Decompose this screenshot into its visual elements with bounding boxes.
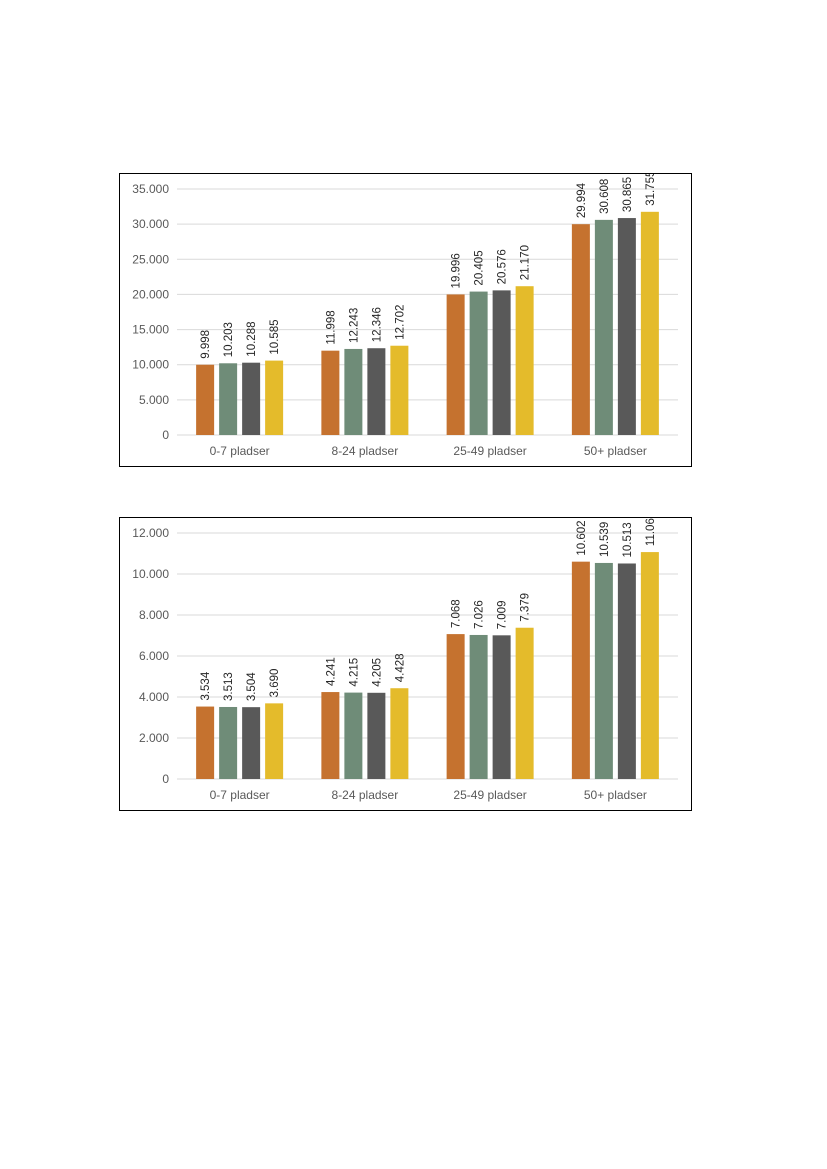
bar (367, 692, 386, 779)
bar (492, 635, 511, 779)
data-label: 10.539 (599, 522, 611, 557)
bar (617, 218, 636, 435)
bar (219, 363, 238, 435)
data-label: 12.243 (348, 308, 360, 343)
data-label: 12.346 (371, 307, 383, 342)
x-tick-label: 8-24 pladser (332, 444, 399, 458)
y-tick-label: 8.000 (139, 608, 169, 622)
bar (617, 563, 636, 779)
data-label: 3.504 (246, 672, 258, 701)
data-label: 31.755 (645, 174, 657, 206)
x-tick-label: 8-24 pladser (332, 788, 399, 802)
y-tick-label: 2.000 (139, 731, 169, 745)
y-tick-label: 10.000 (132, 358, 169, 372)
data-label: 3.534 (200, 671, 212, 700)
y-tick-label: 6.000 (139, 649, 169, 663)
chart-2-svg: 0 2.000 4.000 6.000 8.000 10.000 12.000 3.534 3.… (132, 518, 678, 802)
bar (594, 562, 613, 779)
data-label: 4.205 (371, 658, 383, 687)
data-label: 20.405 (474, 250, 486, 285)
bar (390, 688, 409, 779)
data-label: 30.865 (622, 177, 634, 212)
bar (469, 291, 488, 435)
data-label: 3.513 (223, 672, 235, 701)
data-label: 30.608 (599, 179, 611, 214)
y-tick-label: 0 (162, 772, 169, 786)
bar (446, 634, 465, 779)
bar (196, 706, 215, 779)
data-label: 4.428 (394, 653, 406, 682)
chart-1-svg: 0 5.000 10.000 15.000 20.000 25.000 30.000 35.0… (132, 174, 678, 458)
bar (344, 692, 363, 779)
data-label: 20.576 (497, 249, 509, 284)
data-label: 12.702 (394, 305, 406, 340)
data-label: 19.996 (451, 253, 463, 288)
y-tick-label: 35.000 (132, 182, 169, 196)
x-tick-label: 0-7 pladser (210, 788, 270, 802)
bar (242, 362, 261, 435)
data-label: 7.068 (451, 599, 463, 628)
y-tick-label: 4.000 (139, 690, 169, 704)
y-tick-label: 15.000 (132, 323, 169, 337)
y-tick-label: 12.000 (132, 526, 169, 540)
data-label: 11.998 (325, 310, 337, 344)
x-tick-label: 0-7 pladser (210, 444, 270, 458)
data-label: 7.009 (497, 601, 509, 630)
data-label: 10.513 (622, 522, 634, 557)
bar (571, 224, 590, 435)
data-label: 4.241 (325, 657, 337, 686)
bar (367, 348, 386, 435)
bar (515, 627, 534, 779)
bar (344, 348, 363, 435)
bar (196, 364, 215, 435)
data-label: 29.994 (576, 182, 588, 218)
data-label: 11.069 (645, 518, 657, 546)
bar (571, 561, 590, 779)
y-tick-label: 5.000 (139, 393, 169, 407)
x-tick-label: 25-49 pladser (453, 788, 526, 802)
x-tick-label: 25-49 pladser (453, 444, 526, 458)
data-label: 10.585 (269, 319, 281, 354)
data-label: 10.203 (223, 322, 235, 357)
bar (242, 707, 261, 779)
y-tick-label: 25.000 (132, 252, 169, 266)
bar (219, 706, 238, 779)
data-label: 9.998 (200, 330, 212, 359)
y-tick-label: 10.000 (132, 567, 169, 581)
bar (265, 703, 284, 779)
bar (265, 360, 284, 435)
y-tick-label: 30.000 (132, 217, 169, 231)
data-label: 21.170 (520, 245, 532, 280)
bar (321, 692, 340, 779)
y-tick-label: 0 (162, 428, 169, 442)
bar (640, 552, 659, 779)
bar (469, 634, 488, 779)
chart-1: 0 5.000 10.000 15.000 20.000 25.000 30.000 35.0… (119, 173, 692, 467)
bar (492, 290, 511, 435)
data-label: 7.026 (474, 600, 486, 629)
bar (321, 350, 340, 435)
data-label: 4.215 (348, 658, 360, 687)
data-label: 10.288 (246, 322, 258, 357)
bar (640, 211, 659, 435)
chart-2: 0 2.000 4.000 6.000 8.000 10.000 12.000 3.534 3.… (119, 517, 692, 811)
bar (515, 286, 534, 435)
bar (594, 219, 613, 435)
data-label: 7.379 (520, 593, 532, 622)
data-label: 3.690 (269, 669, 281, 698)
data-label: 10.602 (576, 520, 588, 555)
y-tick-label: 20.000 (132, 287, 169, 301)
bar (390, 345, 409, 435)
x-tick-label: 50+ pladser (584, 444, 647, 458)
bar (446, 294, 465, 435)
x-tick-label: 50+ pladser (584, 788, 647, 802)
